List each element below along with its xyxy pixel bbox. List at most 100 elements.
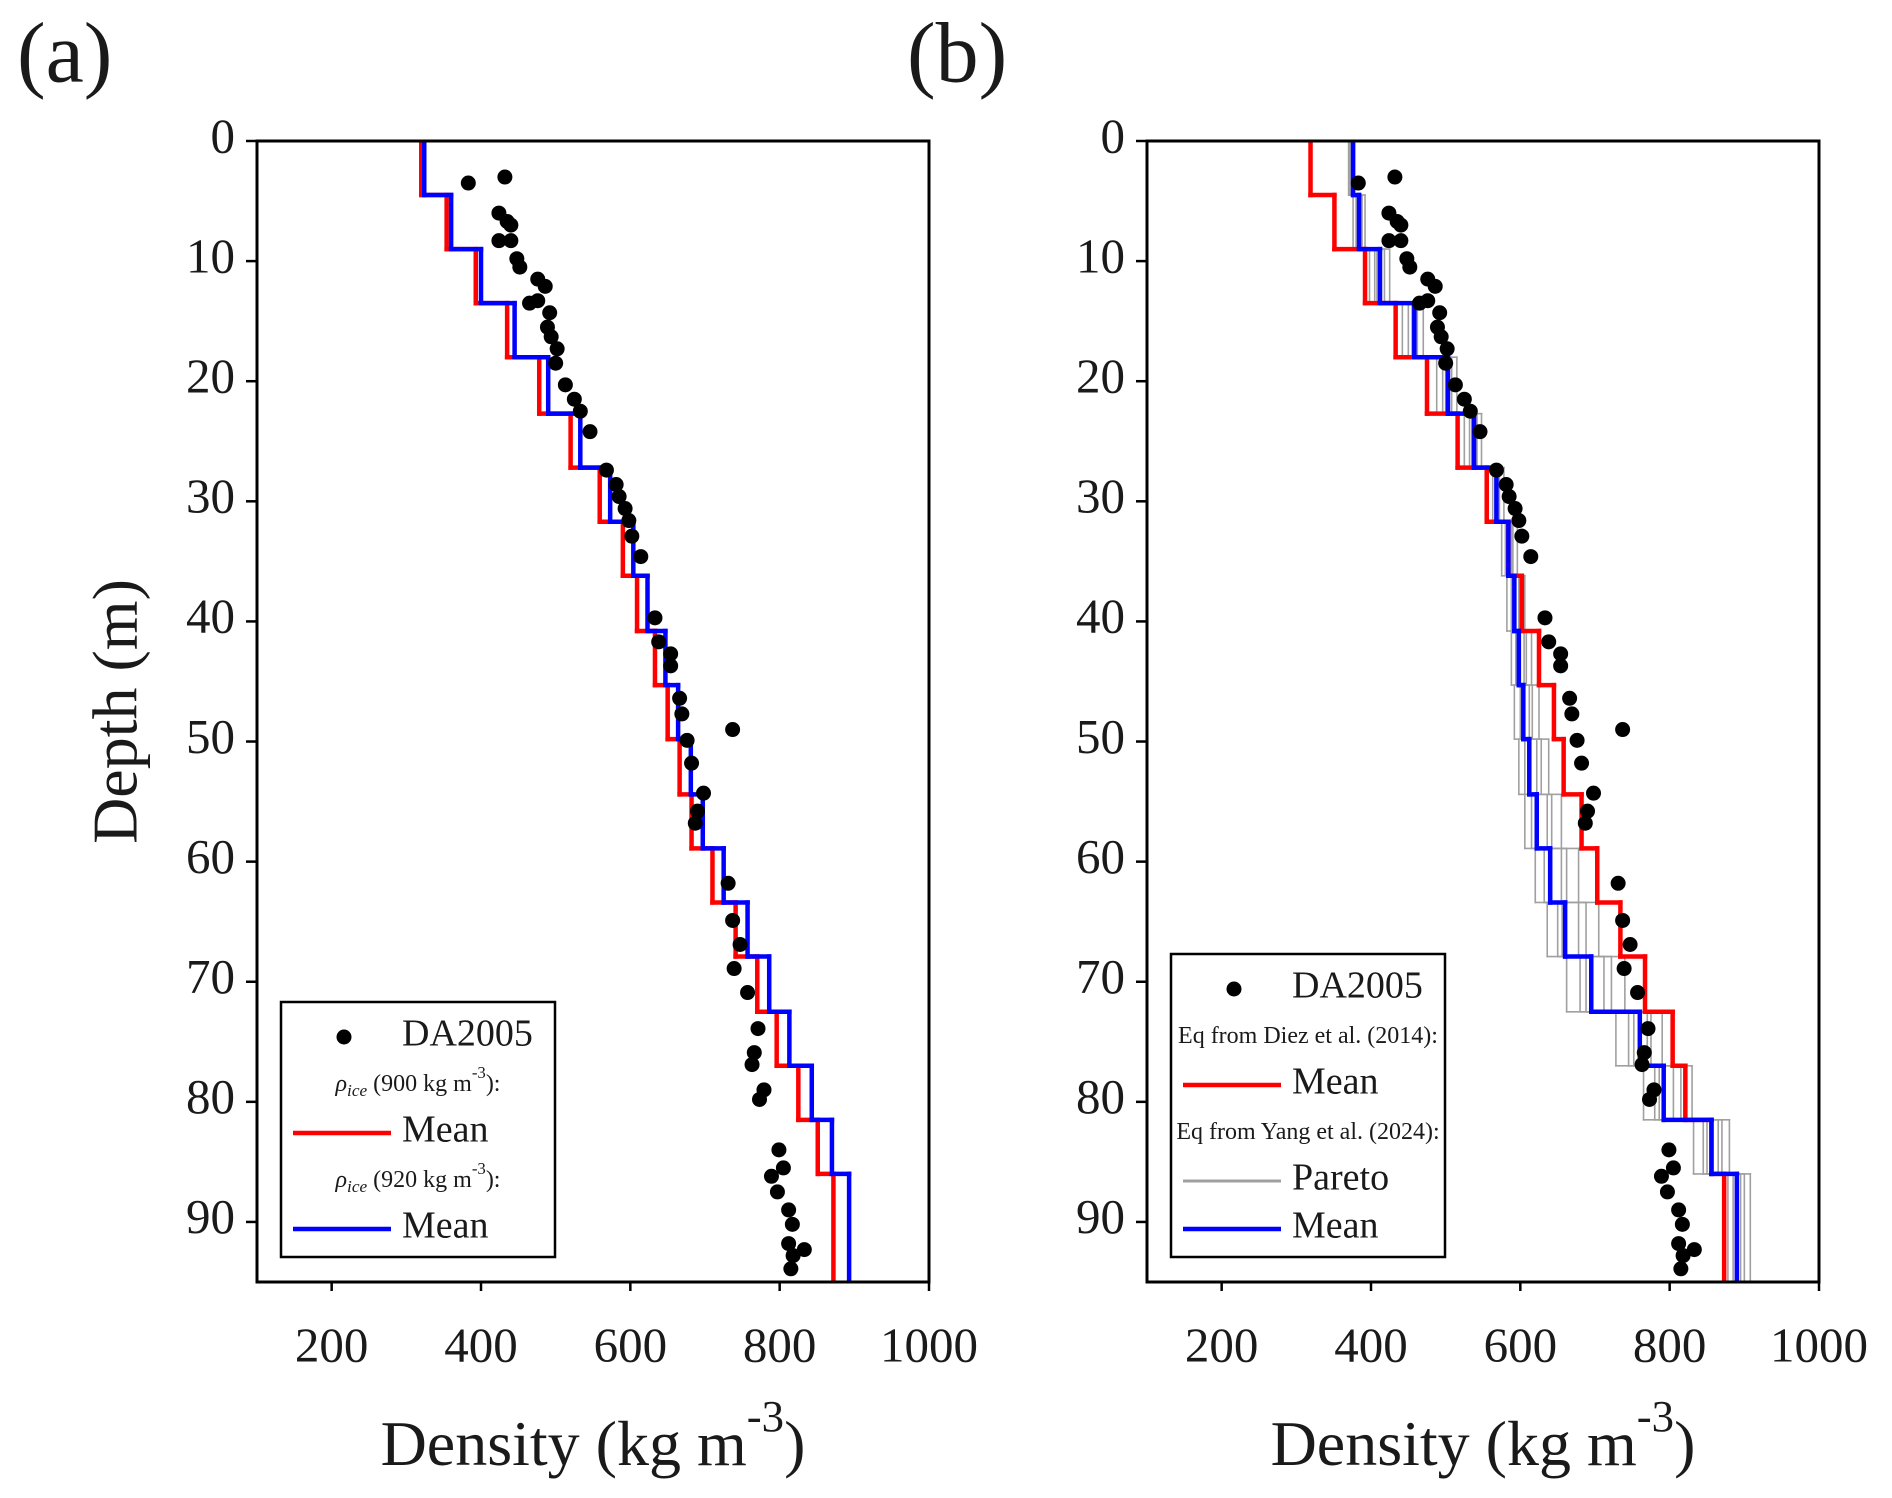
data-point bbox=[503, 233, 519, 249]
data-point bbox=[1402, 259, 1418, 275]
axes-frame bbox=[1145, 139, 1821, 1284]
data-point bbox=[1674, 1216, 1690, 1232]
data-point bbox=[783, 1261, 799, 1277]
data-point bbox=[1488, 462, 1504, 478]
data-point bbox=[690, 803, 706, 819]
data-point bbox=[548, 355, 564, 371]
y-tick-label: 10 bbox=[186, 228, 235, 283]
data-point bbox=[1634, 1057, 1650, 1073]
x-tick-label: 800 bbox=[1633, 1317, 1707, 1372]
data-point bbox=[497, 169, 513, 185]
legend-label: Mean bbox=[1292, 1061, 1379, 1103]
data-point bbox=[1507, 501, 1523, 517]
data-point bbox=[771, 1142, 787, 1158]
legend-heading: Eq from Yang et al. (2024): bbox=[1176, 1119, 1439, 1145]
data-point bbox=[732, 937, 748, 953]
y-tick-label: 80 bbox=[186, 1069, 235, 1124]
data-point bbox=[1577, 815, 1593, 831]
legend-marker bbox=[1226, 981, 1242, 997]
y-tick-label: 30 bbox=[186, 469, 235, 524]
data-point bbox=[633, 549, 649, 565]
y-tick-label: 10 bbox=[1076, 228, 1125, 283]
y-tick-label: 90 bbox=[186, 1189, 235, 1244]
legend-heading: ρice (920 kg m-3): bbox=[335, 1159, 501, 1196]
data-point bbox=[1580, 803, 1596, 819]
legend-heading-text: (920 kg m bbox=[367, 1167, 472, 1193]
data-point bbox=[611, 489, 627, 505]
plot-area bbox=[419, 141, 852, 1282]
data-point bbox=[537, 278, 553, 294]
data-point bbox=[1438, 355, 1454, 371]
data-point bbox=[1553, 658, 1569, 674]
y-tick-label: 0 bbox=[1101, 108, 1126, 163]
legend-label: Mean bbox=[402, 1109, 489, 1151]
legend-label: DA2005 bbox=[402, 1013, 533, 1055]
legend-heading-sub: ice bbox=[347, 1081, 367, 1100]
legend: DA2005 Eq from Diez et al. (2014): Mean Eq … bbox=[1169, 952, 1447, 1259]
data-point bbox=[775, 1160, 791, 1176]
y-tick-label: 50 bbox=[186, 709, 235, 764]
data-point bbox=[1586, 785, 1602, 801]
y-tick-label: 80 bbox=[1076, 1069, 1125, 1124]
y-tick-label: 40 bbox=[1076, 589, 1125, 644]
data-point bbox=[769, 1184, 785, 1200]
y-tick-label: 60 bbox=[1076, 829, 1125, 884]
x-tick-label: 600 bbox=[594, 1317, 668, 1372]
data-point bbox=[598, 462, 614, 478]
data-point bbox=[1622, 937, 1638, 953]
data-point bbox=[1412, 295, 1428, 311]
data-point bbox=[1673, 1261, 1689, 1277]
data-point bbox=[1659, 1184, 1675, 1200]
legend-label: Mean bbox=[402, 1205, 489, 1247]
x-tick-label: 400 bbox=[444, 1317, 518, 1372]
data-point bbox=[784, 1216, 800, 1232]
data-point bbox=[1439, 341, 1455, 357]
data-point bbox=[1636, 1045, 1652, 1061]
data-point bbox=[491, 233, 507, 249]
data-point bbox=[781, 1202, 797, 1218]
x-tick-label: 400 bbox=[1334, 1317, 1408, 1372]
x-axis-label-text: Density (kg m bbox=[381, 1408, 747, 1479]
data-point bbox=[1615, 722, 1631, 738]
legend-label: DA2005 bbox=[1292, 965, 1423, 1007]
data-point bbox=[566, 391, 582, 407]
axes-frame bbox=[255, 139, 931, 1284]
y-tick-label: 90 bbox=[1076, 1189, 1125, 1244]
data-point bbox=[744, 1057, 760, 1073]
data-point bbox=[572, 403, 588, 419]
data-point bbox=[1350, 175, 1366, 191]
data-point bbox=[1610, 875, 1626, 891]
data-point bbox=[1514, 528, 1530, 544]
data-point bbox=[1523, 549, 1539, 565]
data-point bbox=[781, 1236, 797, 1252]
data-point bbox=[1393, 233, 1409, 249]
data-point bbox=[687, 815, 703, 831]
data-point bbox=[1675, 1248, 1691, 1264]
legend-label: Pareto bbox=[1292, 1157, 1389, 1199]
data-point bbox=[746, 1045, 762, 1061]
data-point bbox=[725, 722, 741, 738]
legend-label: Mean bbox=[1292, 1205, 1379, 1247]
data-point bbox=[1615, 912, 1631, 928]
x-axis-label-sup: -3 bbox=[1637, 1391, 1674, 1441]
data-point bbox=[663, 646, 679, 662]
data-point bbox=[674, 706, 690, 722]
x-axis-label-text: Density (kg m bbox=[1271, 1408, 1637, 1479]
legend-heading-end: ): bbox=[486, 1071, 501, 1097]
x-tick-label: 1000 bbox=[1770, 1317, 1868, 1372]
x-axis-label: Density (kg m-3) bbox=[1271, 1391, 1696, 1478]
x-axis-label-end: ) bbox=[1674, 1408, 1695, 1479]
data-point bbox=[672, 690, 688, 706]
x-axis-label: Density (kg m-3) bbox=[381, 1391, 806, 1478]
legend-heading-symbol: ρ bbox=[335, 1167, 348, 1193]
x-axis-label-end: ) bbox=[784, 1408, 805, 1479]
data-point bbox=[557, 377, 573, 393]
legend-heading-symbol: ρ bbox=[335, 1071, 348, 1097]
data-point bbox=[1661, 1142, 1677, 1158]
y-tick-label: 50 bbox=[1076, 709, 1125, 764]
x-tick-label: 200 bbox=[295, 1317, 369, 1372]
legend-box bbox=[279, 1000, 557, 1259]
data-point bbox=[1498, 477, 1514, 493]
data-point bbox=[1642, 1091, 1658, 1107]
legend-heading-text: (900 kg m bbox=[367, 1071, 472, 1097]
